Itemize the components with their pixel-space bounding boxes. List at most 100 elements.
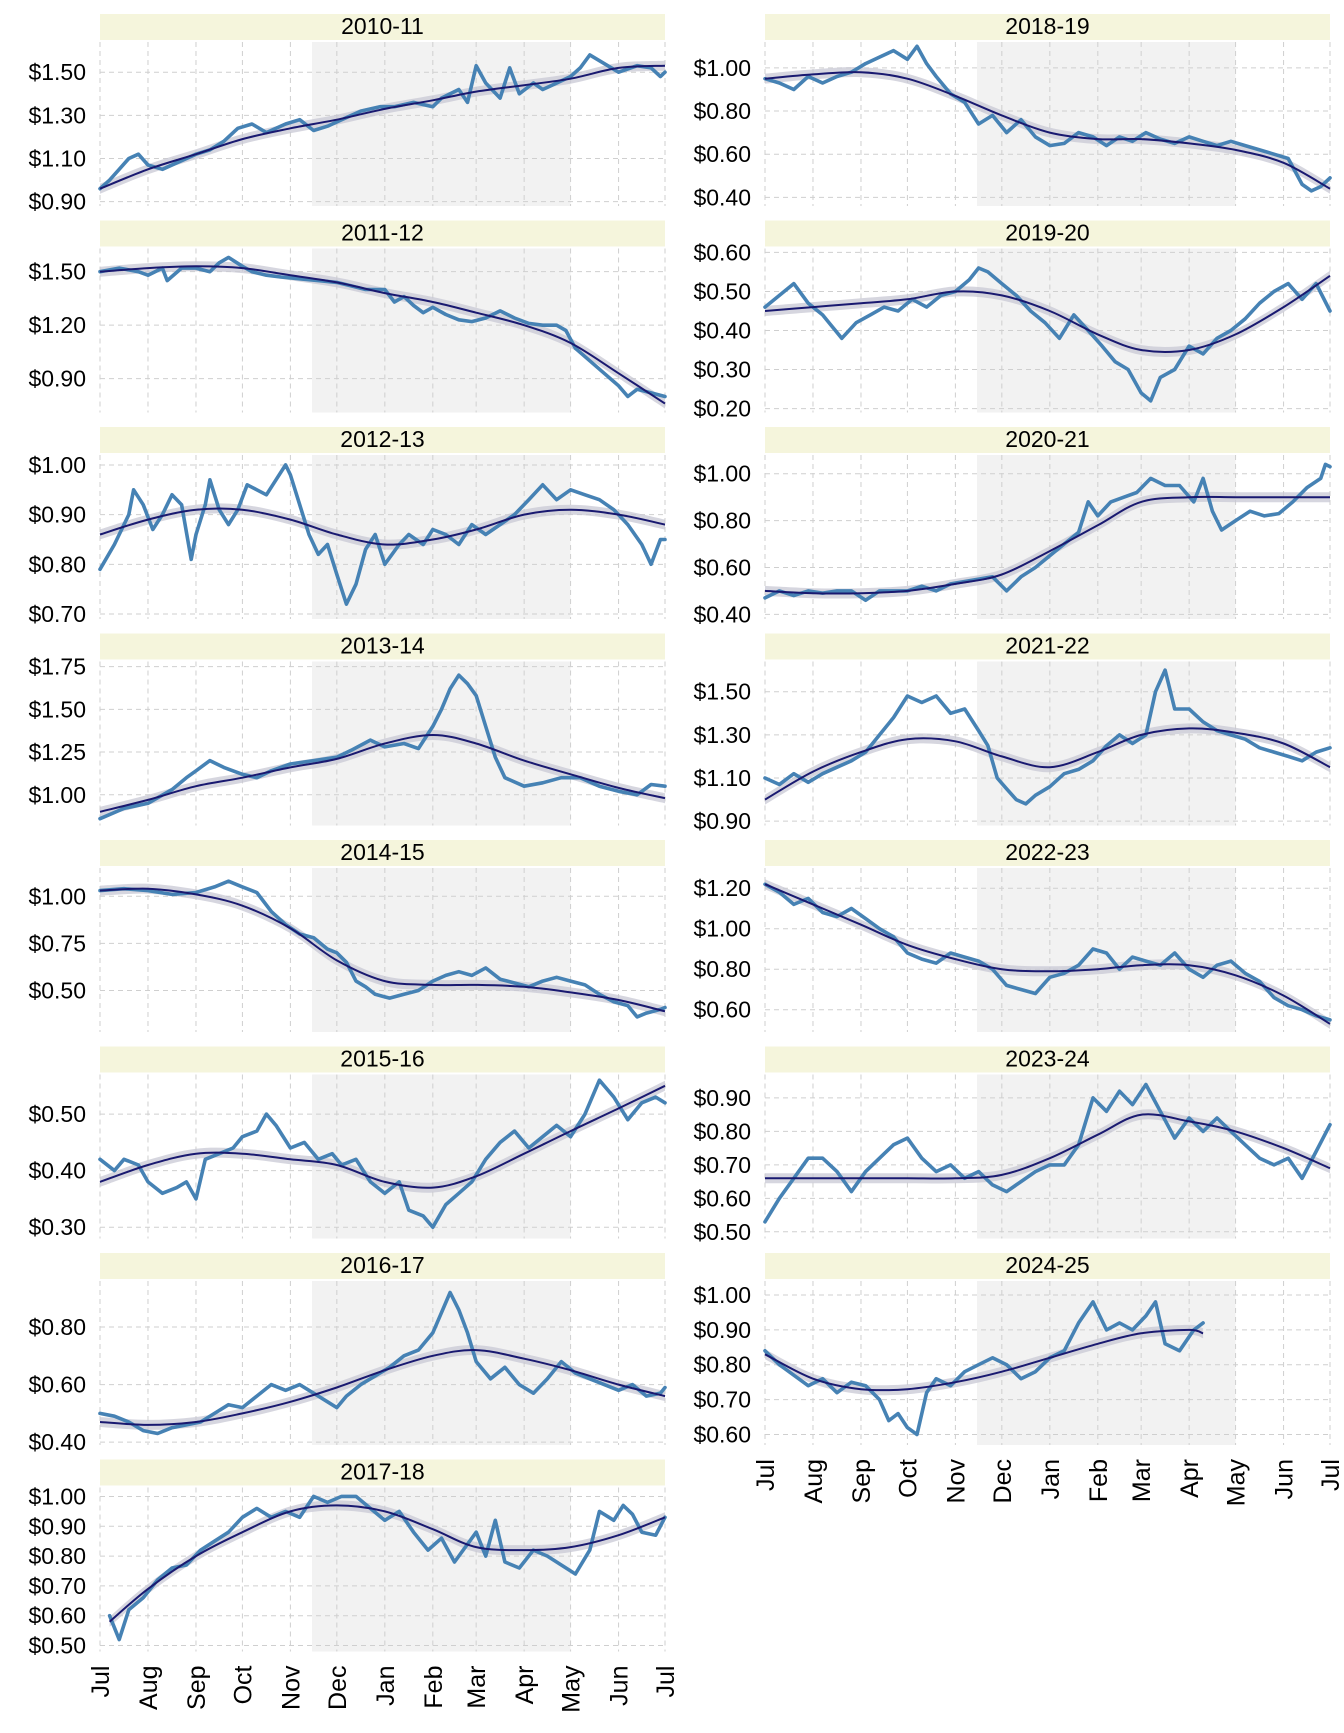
x-tick-label-left: Dec xyxy=(324,1666,352,1710)
trend-line xyxy=(99,265,666,405)
confidence-band xyxy=(765,723,1330,805)
y-tick-label: $0.80 xyxy=(28,1314,86,1340)
x-tick-label-left: Jul xyxy=(87,1666,115,1698)
y-tick-label: $0.90 xyxy=(28,502,86,528)
y-tick-label: $0.60 xyxy=(693,1422,751,1448)
y-tick-label: $1.00 xyxy=(693,916,751,942)
y-tick-label: $1.10 xyxy=(28,146,86,172)
trend-line xyxy=(764,1328,1204,1392)
trend-line xyxy=(764,71,1331,190)
panel-strip xyxy=(765,220,1330,247)
confidence-band xyxy=(765,67,1330,194)
y-tick-label: $0.90 xyxy=(28,1513,86,1539)
panel-2011-12: 2011-12 $0.90 $1.20 $1.50 xyxy=(28,220,667,413)
panel-title: 2022-23 xyxy=(1005,839,1089,865)
y-tick-label: $0.50 xyxy=(693,278,751,304)
y-tick-label: $1.50 xyxy=(28,259,86,285)
x-tick-label-right: Oct xyxy=(894,1459,922,1498)
panel-strip xyxy=(100,220,665,247)
y-tick-label: $0.60 xyxy=(693,997,751,1023)
y-tick-label: $1.00 xyxy=(28,782,86,808)
season-shading xyxy=(312,1487,571,1652)
price-line xyxy=(763,1300,1205,1437)
season-shading xyxy=(977,248,1236,413)
y-tick-label: $0.60 xyxy=(693,239,751,265)
confidence-band xyxy=(100,60,665,194)
panel-title: 2021-22 xyxy=(1005,633,1089,659)
y-tick-label: $0.50 xyxy=(28,1101,86,1127)
x-tick-label-left: Aug xyxy=(135,1666,163,1710)
x-tick-label-right: Sep xyxy=(848,1459,876,1503)
y-tick-label: $1.00 xyxy=(28,1483,86,1509)
panel-title: 2020-21 xyxy=(1005,426,1089,452)
y-tick-label: $0.80 xyxy=(693,98,751,124)
y-tick-label: $0.60 xyxy=(693,1185,751,1211)
y-tick-label: $0.60 xyxy=(693,554,751,580)
y-tick-label: $0.70 xyxy=(693,1152,751,1178)
panel-2021-22: 2021-22 $0.90 $1.10 $1.30 $1.50 xyxy=(693,633,1332,834)
price-line xyxy=(107,1494,667,1642)
price-line xyxy=(98,879,667,1019)
panel-strip xyxy=(100,14,665,40)
x-tick-label-left: Feb xyxy=(420,1666,448,1709)
confidence-band xyxy=(765,1324,1204,1396)
y-tick-label: $1.30 xyxy=(693,722,751,748)
price-line xyxy=(763,462,1332,603)
panel-2020-21: 2020-21 $0.40 $0.60 $0.80 $1.00 xyxy=(693,426,1332,627)
y-tick-label: $0.80 xyxy=(693,1118,751,1144)
trend-line xyxy=(99,887,666,1013)
x-tick-label-right: Jan xyxy=(1037,1459,1065,1499)
panel-title: 2016-17 xyxy=(340,1252,424,1278)
panel-title: 2012-13 xyxy=(340,426,424,452)
y-tick-label: $1.10 xyxy=(693,765,751,791)
panel-strip xyxy=(765,1253,1330,1279)
trend-line xyxy=(99,733,666,813)
y-tick-label: $0.70 xyxy=(693,1387,751,1413)
y-tick-label: $0.60 xyxy=(28,1603,86,1629)
panel-title: 2024-25 xyxy=(1005,1252,1089,1278)
y-tick-label: $0.30 xyxy=(28,1214,86,1240)
panel-2024-25: 2024-25 $0.60 $0.70 $0.80 $0.90 $1.00 xyxy=(693,1252,1331,1448)
panel-title: 2019-20 xyxy=(1005,220,1089,246)
x-tick-label-right: Aug xyxy=(800,1459,828,1503)
price-line xyxy=(98,463,667,606)
trend-line xyxy=(764,495,1330,595)
y-tick-label: $0.40 xyxy=(28,1158,86,1184)
y-tick-label: $0.90 xyxy=(28,189,86,215)
x-tick-label-right: Jul xyxy=(1317,1459,1344,1491)
price-line xyxy=(98,673,667,821)
y-tick-label: $0.80 xyxy=(28,551,86,577)
panel-2016-17: 2016-17 $0.40 $0.60 $0.80 xyxy=(28,1252,667,1455)
x-tick-label-left: Mar xyxy=(463,1666,491,1709)
price-line xyxy=(763,882,1332,1022)
y-tick-label: $0.90 xyxy=(693,1317,751,1343)
y-tick-label: $0.60 xyxy=(28,1372,86,1398)
panel-title: 2011-12 xyxy=(341,220,424,246)
x-tick-label-left: Jul xyxy=(652,1666,680,1698)
x-tick-label-right: Nov xyxy=(942,1459,970,1504)
season-shading xyxy=(977,661,1236,826)
y-tick-label: $0.80 xyxy=(693,508,751,534)
panel-2012-13: 2012-13 $0.70 $0.80 $0.90 $1.00 xyxy=(28,426,667,627)
y-tick-label: $0.40 xyxy=(28,1429,86,1455)
panel-strip xyxy=(100,1046,665,1073)
season-shading xyxy=(312,661,571,826)
season-shading xyxy=(312,42,571,206)
panel-strip xyxy=(765,840,1330,866)
panel-title: 2023-24 xyxy=(1005,1046,1090,1072)
panel-strip xyxy=(100,427,665,453)
y-tick-label: $0.50 xyxy=(28,1633,86,1659)
trend-line xyxy=(99,1349,666,1426)
x-tick-label-left: Oct xyxy=(229,1665,257,1704)
panel-2023-24: 2023-24 $0.50 $0.60 $0.70 $0.80 $0.90 xyxy=(693,1046,1332,1245)
y-tick-label: $0.90 xyxy=(28,366,86,392)
y-tick-label: $1.25 xyxy=(28,739,86,765)
y-tick-label: $0.90 xyxy=(693,808,751,834)
y-tick-label: $1.30 xyxy=(28,102,86,128)
price-line xyxy=(763,266,1332,403)
x-tick-label-right: Jun xyxy=(1271,1459,1299,1499)
y-tick-label: $1.00 xyxy=(693,55,751,81)
panel-strip xyxy=(100,1253,665,1279)
